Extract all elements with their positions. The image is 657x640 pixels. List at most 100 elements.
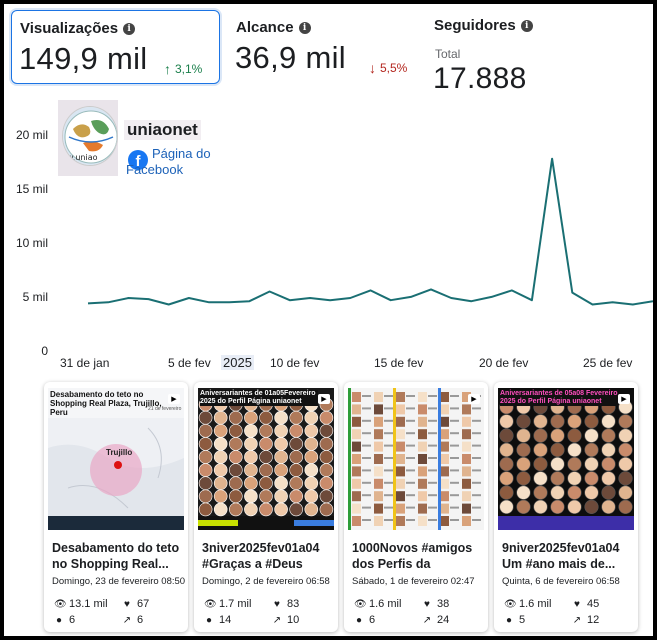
profile-photo (274, 489, 288, 504)
profile-photo (244, 450, 258, 464)
profile-photo (244, 463, 258, 477)
profile-photo (440, 503, 449, 514)
followers-metric-title: Seguidores i (434, 17, 533, 34)
profile-photo (274, 476, 288, 490)
profile-photo (352, 478, 361, 489)
post-views-value: 1.6 mil (369, 598, 402, 610)
page-profile-card[interactable]: w.uniao uniaonet f Página do Facebook (58, 100, 218, 180)
followers-metric-card[interactable]: Seguidores i Total 17.888 (427, 10, 647, 95)
views-metric-card[interactable]: Visualizações i 149,9 mil ↑ 3,1% (11, 10, 220, 84)
post-title[interactable]: 9niver2025fev01a04 Um #ano mais de... (502, 541, 620, 571)
profile-photo (601, 485, 616, 500)
profile-name-line (362, 494, 371, 497)
profile-photo (198, 423, 213, 438)
profile-name-line (362, 519, 371, 521)
post-thumbnail[interactable]: Aniversariantes de 05a08 Fevereiro 2025 … (498, 388, 634, 530)
profile-photo (533, 428, 548, 443)
comment-icon: ● (505, 614, 513, 626)
post-card[interactable]: Aniversariantes de 05a08 Fevereiro 2025 … (494, 382, 638, 632)
post-views-value: 1.6 mil (519, 598, 552, 610)
post-views: 👁 1.7 mil (204, 598, 251, 610)
profile-photo (244, 410, 258, 425)
post-shares-value: 10 (287, 614, 300, 626)
post-thumbnail[interactable]: Aniversariantes de 01a05Fevereiro 2025 d… (198, 388, 334, 530)
profile-photo (601, 442, 616, 458)
info-icon[interactable]: i (298, 21, 311, 34)
x-tick-label: 31 de jan (60, 356, 110, 370)
profile-name-line (472, 519, 481, 521)
post-card[interactable]: Desabamento do teto no Shopping Real Pla… (44, 382, 188, 632)
profile-name-line (406, 419, 415, 422)
profile-photo (259, 489, 273, 504)
profile-photo (289, 450, 303, 464)
profile-photo (289, 437, 303, 451)
info-icon[interactable]: i (123, 22, 136, 35)
video-icon: ▶ (318, 394, 330, 404)
profile-name-line (450, 481, 459, 484)
profile-name-line (384, 519, 393, 521)
profile-photo (516, 499, 531, 514)
profile-name-line (472, 481, 481, 484)
profile-name-line (472, 432, 481, 435)
x-tick-year-label: 2025 (221, 355, 254, 370)
profile-photo (516, 485, 531, 500)
profile-photo (244, 437, 258, 451)
comment-icon: ● (205, 614, 213, 626)
post-title[interactable]: 1000Novos #amigos dos Perfis da #Págin..… (352, 541, 473, 571)
profile-photo (418, 516, 427, 526)
profile-name-line (362, 407, 371, 410)
profile-name-line (384, 419, 393, 422)
profile-photo (618, 471, 633, 486)
reach-metric-card[interactable]: Alcance i 36,9 mil ↓ 5,5% (228, 10, 418, 84)
profile-photo (584, 471, 599, 486)
profile-photo (462, 503, 471, 514)
profile-photo (567, 471, 582, 486)
profile-name-line (362, 444, 371, 447)
page-type-link[interactable]: Página do Facebook (126, 146, 211, 177)
post-comments: ● 5 (504, 614, 525, 626)
profile-photo (618, 428, 633, 443)
views-series-line[interactable] (87, 157, 653, 306)
profile-photo (516, 471, 531, 486)
post-card[interactable]: ▶ 1000Novos #amigos dos Perfis da #Págin… (344, 382, 488, 632)
page-name[interactable]: uniaonet (124, 120, 201, 140)
profile-photo (228, 450, 243, 464)
profile-photo (259, 423, 273, 438)
collage-image (348, 388, 484, 530)
profile-name-line (406, 432, 415, 435)
profile-photo (198, 476, 213, 490)
profile-name-line (428, 457, 437, 459)
profile-photo (304, 476, 319, 490)
profile-photo (499, 442, 514, 458)
reach-metric-delta: ↓ 5,5% (369, 60, 407, 76)
views-metric-label: Visualizações (20, 20, 119, 37)
profile-photo (516, 442, 531, 458)
post-thumbnail[interactable]: ▶ (348, 388, 484, 530)
profile-photo (618, 414, 633, 429)
profile-name-line (450, 519, 459, 521)
post-title[interactable]: Desabamento do teto no Shopping Real... (52, 541, 180, 571)
post-shares-value: 6 (137, 614, 144, 626)
profile-name-line (450, 395, 459, 397)
profile-photo (550, 499, 565, 514)
profile-photo (319, 410, 334, 425)
profile-photo (259, 502, 273, 517)
post-title[interactable]: 3niver2025fev01a04 #Graças a #Deus por..… (202, 541, 320, 571)
post-thumbnail[interactable]: Desabamento do teto no Shopping Real Pla… (48, 388, 184, 530)
video-icon: ▶ (468, 394, 480, 404)
post-card[interactable]: Aniversariantes de 01a05Fevereiro 2025 d… (194, 382, 338, 632)
profile-name-line (472, 407, 481, 410)
heart-icon: ♥ (124, 598, 130, 610)
map-pin-icon (114, 461, 122, 469)
profile-photo (462, 429, 471, 440)
profile-photo (396, 503, 405, 514)
profile-photo (440, 441, 449, 452)
profile-photo (462, 454, 471, 464)
profile-photo (418, 466, 427, 477)
post-shares-value: 24 (437, 614, 450, 626)
post-comments: ● 6 (354, 614, 375, 626)
info-icon[interactable]: i (520, 19, 533, 32)
profile-photo (352, 516, 361, 526)
profile-photo (499, 471, 514, 486)
video-icon: ▶ (168, 394, 180, 404)
